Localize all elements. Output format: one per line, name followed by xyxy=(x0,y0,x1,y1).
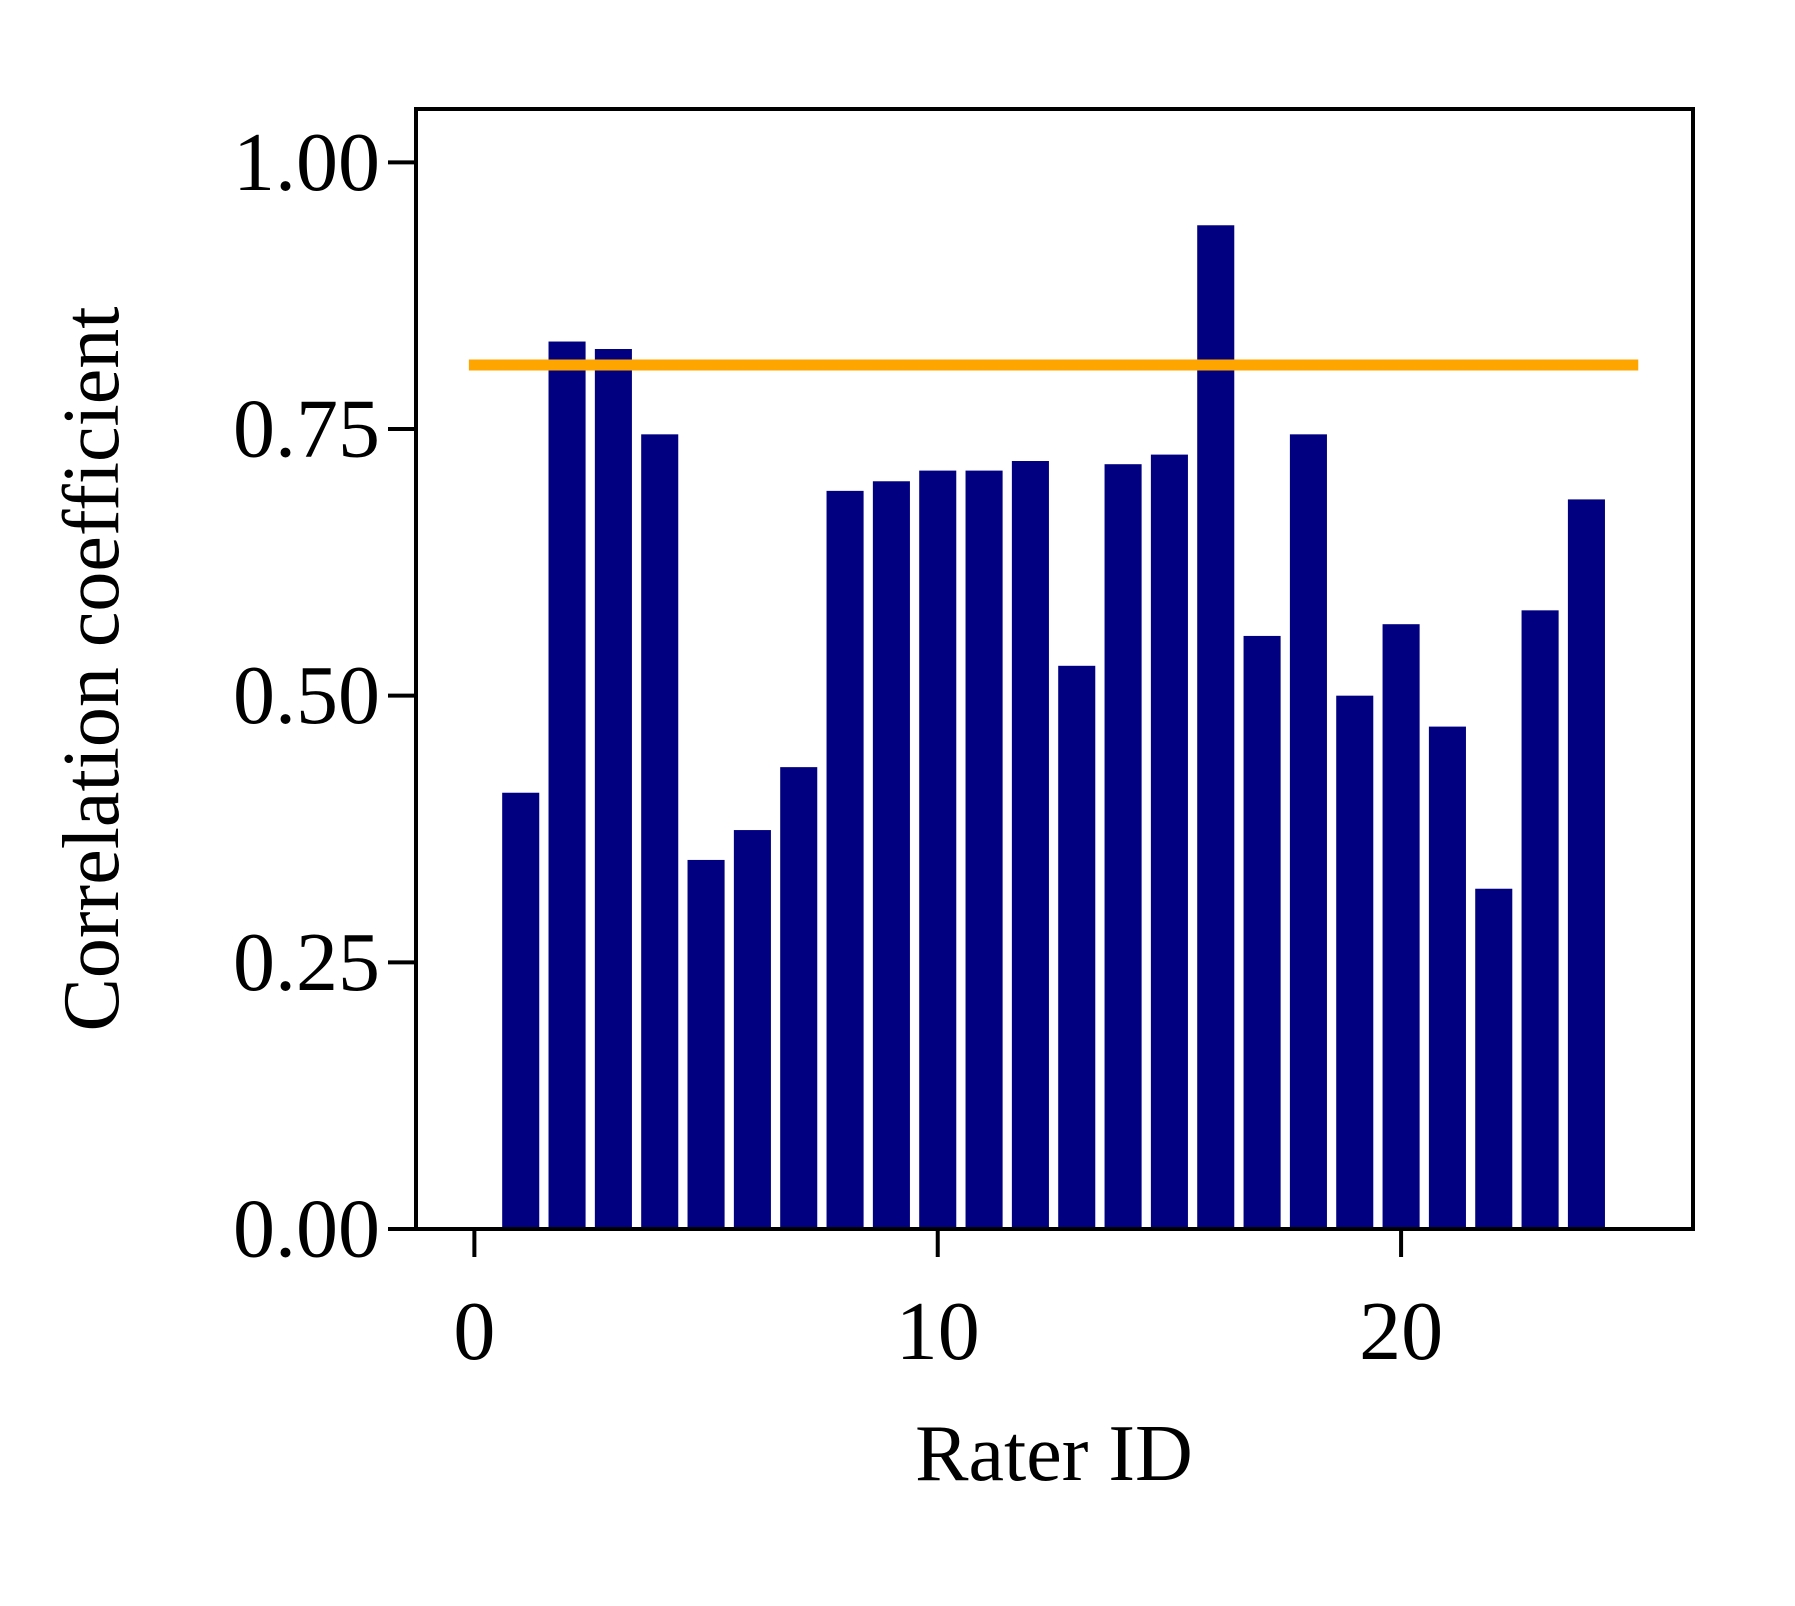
bar xyxy=(919,470,957,1230)
y-tick-label: 1.00 xyxy=(233,116,380,209)
y-axis-label: Correlation coefficient xyxy=(48,307,136,1032)
y-tick-label: 0.25 xyxy=(233,916,380,1009)
bar xyxy=(872,481,910,1229)
bar xyxy=(1011,461,1049,1229)
bar xyxy=(1336,695,1374,1229)
x-tick-label: 0 xyxy=(453,1285,495,1378)
bar xyxy=(733,830,771,1229)
bar xyxy=(1197,225,1235,1229)
bar xyxy=(1289,434,1327,1229)
plot-frame xyxy=(414,107,1695,1231)
bar xyxy=(1567,499,1605,1229)
bar xyxy=(641,434,679,1229)
bar xyxy=(548,341,586,1229)
bar xyxy=(1382,624,1420,1229)
y-tick-label: 0.00 xyxy=(233,1183,380,1276)
bar xyxy=(1150,454,1188,1230)
bar xyxy=(502,792,540,1229)
bar xyxy=(965,470,1003,1230)
bar xyxy=(1521,610,1559,1229)
y-tick-label: 0.50 xyxy=(233,649,380,742)
bar xyxy=(826,490,864,1229)
x-tick-label: 10 xyxy=(896,1285,980,1378)
bar xyxy=(1243,635,1281,1229)
y-tick-label: 0.75 xyxy=(233,383,380,476)
bar xyxy=(1475,888,1513,1229)
bar xyxy=(1058,665,1096,1229)
x-tick-label: 20 xyxy=(1359,1285,1443,1378)
bar xyxy=(687,859,725,1229)
bar xyxy=(780,767,818,1229)
bar xyxy=(1428,726,1466,1229)
bar xyxy=(1104,464,1142,1229)
x-axis-label: Rater ID xyxy=(915,1410,1193,1498)
bar xyxy=(594,349,632,1229)
